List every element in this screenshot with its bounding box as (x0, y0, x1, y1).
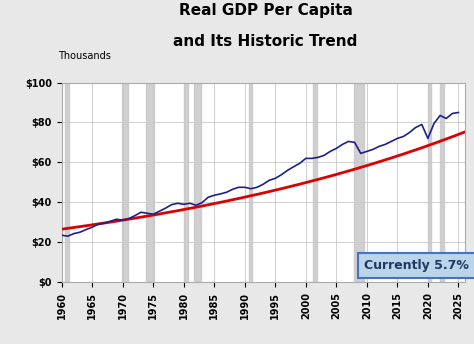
Text: and Its Historic Trend: and Its Historic Trend (173, 34, 357, 50)
Bar (440, 83, 444, 282)
Bar (122, 83, 128, 282)
Text: Currently 5.7% Below Trend: Currently 5.7% Below Trend (364, 259, 474, 272)
Bar (64, 83, 69, 282)
Bar (428, 83, 431, 282)
Bar (194, 83, 201, 282)
Text: Real GDP Per Capita: Real GDP Per Capita (179, 3, 352, 19)
Bar (354, 83, 364, 282)
Bar (249, 83, 252, 282)
Text: Thousands: Thousands (58, 51, 110, 61)
Bar (313, 83, 318, 282)
Bar (146, 83, 155, 282)
Bar (184, 83, 188, 282)
